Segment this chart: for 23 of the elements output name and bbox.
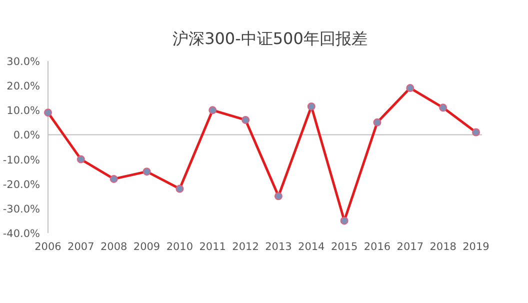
x-tick-label: 2018 — [430, 241, 456, 253]
x-tick-label: 2016 — [364, 241, 391, 253]
x-tick-label: 2008 — [100, 241, 128, 253]
x-tick-label: 2019 — [462, 241, 490, 253]
y-tick-label: -20.0% — [2, 178, 40, 191]
y-tick-label: 30.0% — [6, 56, 40, 68]
y-tick-label: -10.0% — [2, 154, 40, 166]
x-tick-label: 2006 — [34, 241, 62, 253]
chart-title: 沪深300-中证500年回报差 — [172, 29, 368, 48]
x-tick-label: 2013 — [265, 241, 292, 253]
x-tick-label: 2017 — [396, 241, 424, 253]
x-tick-label: 2015 — [330, 241, 358, 253]
x-tick-label: 2011 — [199, 241, 226, 253]
x-tick-label: 2009 — [133, 241, 160, 253]
x-tick-label: 2010 — [166, 241, 194, 253]
y-tick-label: 20.0% — [6, 80, 40, 93]
x-tick-label: 2014 — [298, 241, 326, 253]
y-tick-label: -40.0% — [2, 228, 40, 240]
x-tick-label: 2012 — [232, 241, 259, 253]
y-tick-label: -30.0% — [2, 203, 40, 216]
y-tick-label: 0.0% — [13, 130, 40, 142]
x-tick-label: 2007 — [68, 241, 94, 253]
y-tick-label: 10.0% — [6, 105, 40, 118]
